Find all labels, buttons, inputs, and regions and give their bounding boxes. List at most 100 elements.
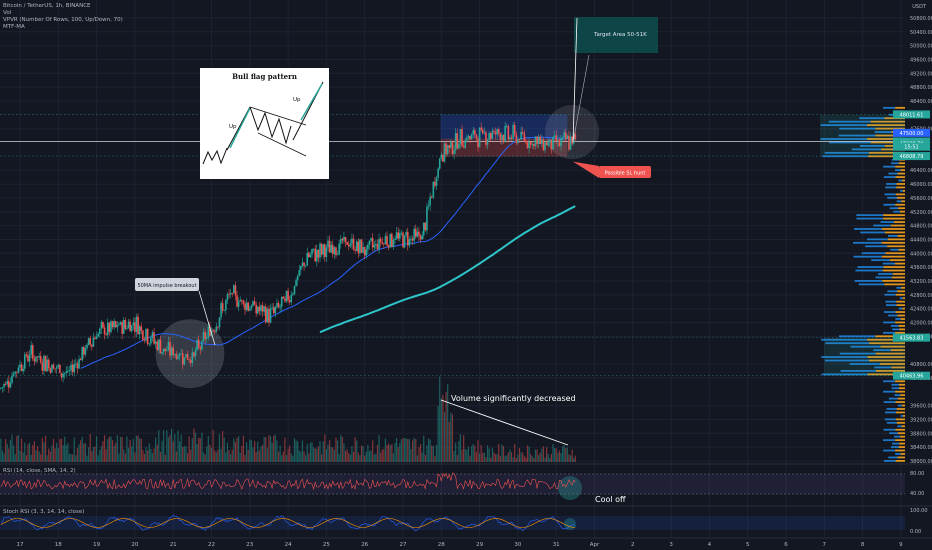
candle-body xyxy=(434,181,436,186)
vpvr-bar-up xyxy=(895,390,905,393)
volume-bar xyxy=(119,436,122,462)
candle-body xyxy=(430,196,433,198)
vpvr-bar-up xyxy=(895,401,905,403)
candle-body xyxy=(553,135,556,137)
rsi-panel: 80.00 40.00 xyxy=(0,463,932,497)
vpvr-bar-down xyxy=(880,221,894,223)
volume-bar xyxy=(100,446,102,462)
vol-label[interactable]: Vol xyxy=(3,10,12,16)
candle-body xyxy=(177,356,179,359)
volume-bar xyxy=(91,451,93,462)
volume-bar xyxy=(434,455,436,462)
candle-body xyxy=(379,238,382,243)
volume-bar xyxy=(421,452,423,462)
candle-body xyxy=(319,243,321,258)
candle-body xyxy=(480,127,482,130)
volume-bar xyxy=(419,444,422,462)
volume-bar xyxy=(507,452,509,462)
volume-bar xyxy=(273,435,275,462)
vpvr-bar-down xyxy=(895,169,901,172)
volume-bar xyxy=(225,452,227,462)
volume-bar xyxy=(65,445,67,462)
price-tick-label: 46000.00 xyxy=(910,182,932,188)
volume-bar xyxy=(494,454,497,462)
candle-body xyxy=(406,232,409,246)
candle-body xyxy=(502,134,505,142)
volume-bar xyxy=(522,452,524,462)
volume-bar xyxy=(504,456,506,462)
vpvr-bar-up xyxy=(895,418,905,421)
rsi-label[interactable]: RSI (14, close, SMA, 14, 2) xyxy=(3,468,76,474)
candle-body xyxy=(169,341,171,356)
vpvr-bar-down xyxy=(825,342,870,345)
candle-body xyxy=(526,142,529,149)
candle-body xyxy=(124,319,127,329)
candle-body xyxy=(212,330,214,332)
mtf-label[interactable]: MTF-MA xyxy=(3,24,25,30)
candle-body xyxy=(272,307,275,314)
volume-bar xyxy=(113,445,115,462)
volume-bar xyxy=(52,438,55,462)
vpvr-bar-down xyxy=(873,349,891,352)
volume-bar xyxy=(399,443,401,462)
volume-bar xyxy=(520,452,522,462)
volume-bar xyxy=(389,445,391,462)
volume-bar xyxy=(81,436,83,462)
inset-flag xyxy=(249,106,292,145)
volume-bar xyxy=(496,454,498,462)
candle-body xyxy=(57,364,60,367)
volume-bar xyxy=(17,435,20,462)
price-tick-label: 38000.00 xyxy=(910,459,932,465)
volume-bar xyxy=(44,435,47,462)
candle-body xyxy=(150,337,152,344)
volume-bar xyxy=(486,445,489,462)
candle-body xyxy=(81,346,84,361)
volume-bar xyxy=(193,428,195,462)
stoch-label[interactable]: Stoch RSI (3, 3, 14, 14, close) xyxy=(3,509,85,515)
candle-body xyxy=(414,228,417,237)
vpvr-bar-down xyxy=(884,411,896,414)
candle-body xyxy=(173,354,176,355)
candle-body xyxy=(564,132,567,139)
vpvr-label[interactable]: VPVR (Number Of Rows, 100, Up/Down, 70) xyxy=(3,17,123,23)
volume-bar xyxy=(357,452,359,462)
candle-body xyxy=(129,321,131,332)
candle-body xyxy=(360,239,363,253)
vpvr-bar-up xyxy=(895,460,905,462)
volume-bar xyxy=(309,442,312,462)
volume-bar xyxy=(314,448,316,462)
candle-body xyxy=(411,238,414,241)
volume-bar xyxy=(480,445,482,462)
candle-body xyxy=(528,142,530,149)
candle-body xyxy=(145,328,147,341)
volume-bar xyxy=(97,455,99,462)
candle-body xyxy=(309,254,312,258)
vpvr-bar-up xyxy=(899,328,905,331)
inset-title: Bull flag pattern xyxy=(232,72,297,81)
symbol-title[interactable]: Bitcoin / TetherUS, 1h, BINANCE xyxy=(3,3,91,9)
candle-body xyxy=(108,322,111,332)
stoch-d-line xyxy=(0,518,576,528)
volume-bar xyxy=(169,434,171,462)
price-badge xyxy=(893,333,930,342)
vpvr-bar-down xyxy=(890,446,899,448)
volume-bar xyxy=(351,446,353,462)
volume-bar xyxy=(368,451,371,462)
candle-body xyxy=(111,321,114,328)
candle-body xyxy=(403,235,406,248)
vpvr-bar-up xyxy=(895,176,905,178)
volume-bar xyxy=(354,437,356,462)
volume-bar xyxy=(573,458,575,462)
volume-bar xyxy=(311,442,313,462)
vpvr-bar-up xyxy=(890,349,905,352)
vpvr-bar-up xyxy=(867,356,905,358)
candle-body xyxy=(100,321,103,329)
candle-body xyxy=(54,368,56,370)
candle-body xyxy=(351,238,353,244)
vpvr-bar-up xyxy=(895,380,905,383)
vpvr-bar-up xyxy=(899,210,905,213)
volume-bar xyxy=(370,450,372,462)
vpvr-bar-up xyxy=(882,228,905,230)
volume-bar xyxy=(563,445,565,462)
